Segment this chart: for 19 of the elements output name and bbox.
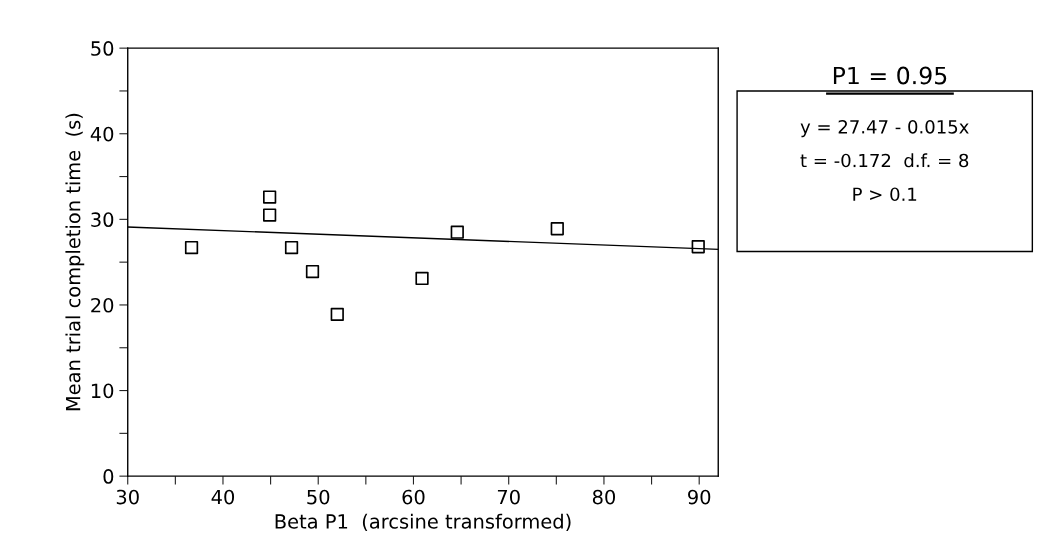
x-tick-label: 40 [211,489,235,505]
x-tick-label: 90 [688,489,711,505]
y-tick-label: 20 [91,297,114,313]
y-tick-label: 0 [103,469,114,484]
text: t = -0.172 d.f. = 8 [800,153,969,168]
x-axis-title: Beta P1 (arcsine transformed) [275,513,571,532]
x-tick-label: 50 [307,489,330,505]
y-tick-label: 40 [90,126,114,142]
y-tick-label: 30 [91,212,114,228]
text: P > 0.1 [853,187,917,202]
y-tick-label: 10 [91,383,114,399]
x-tick-label: 80 [592,489,616,505]
text: P1 = 0.95 [833,66,947,85]
y-tick-label: 50 [91,41,114,56]
text: y = 27.47 - 0.015x [800,119,969,138]
x-tick-label: 30 [116,489,139,505]
y-axis-title: Mean trial completion time (s) [65,113,85,411]
x-tick-label: 60 [402,489,425,505]
x-tick-label: 70 [497,489,520,505]
